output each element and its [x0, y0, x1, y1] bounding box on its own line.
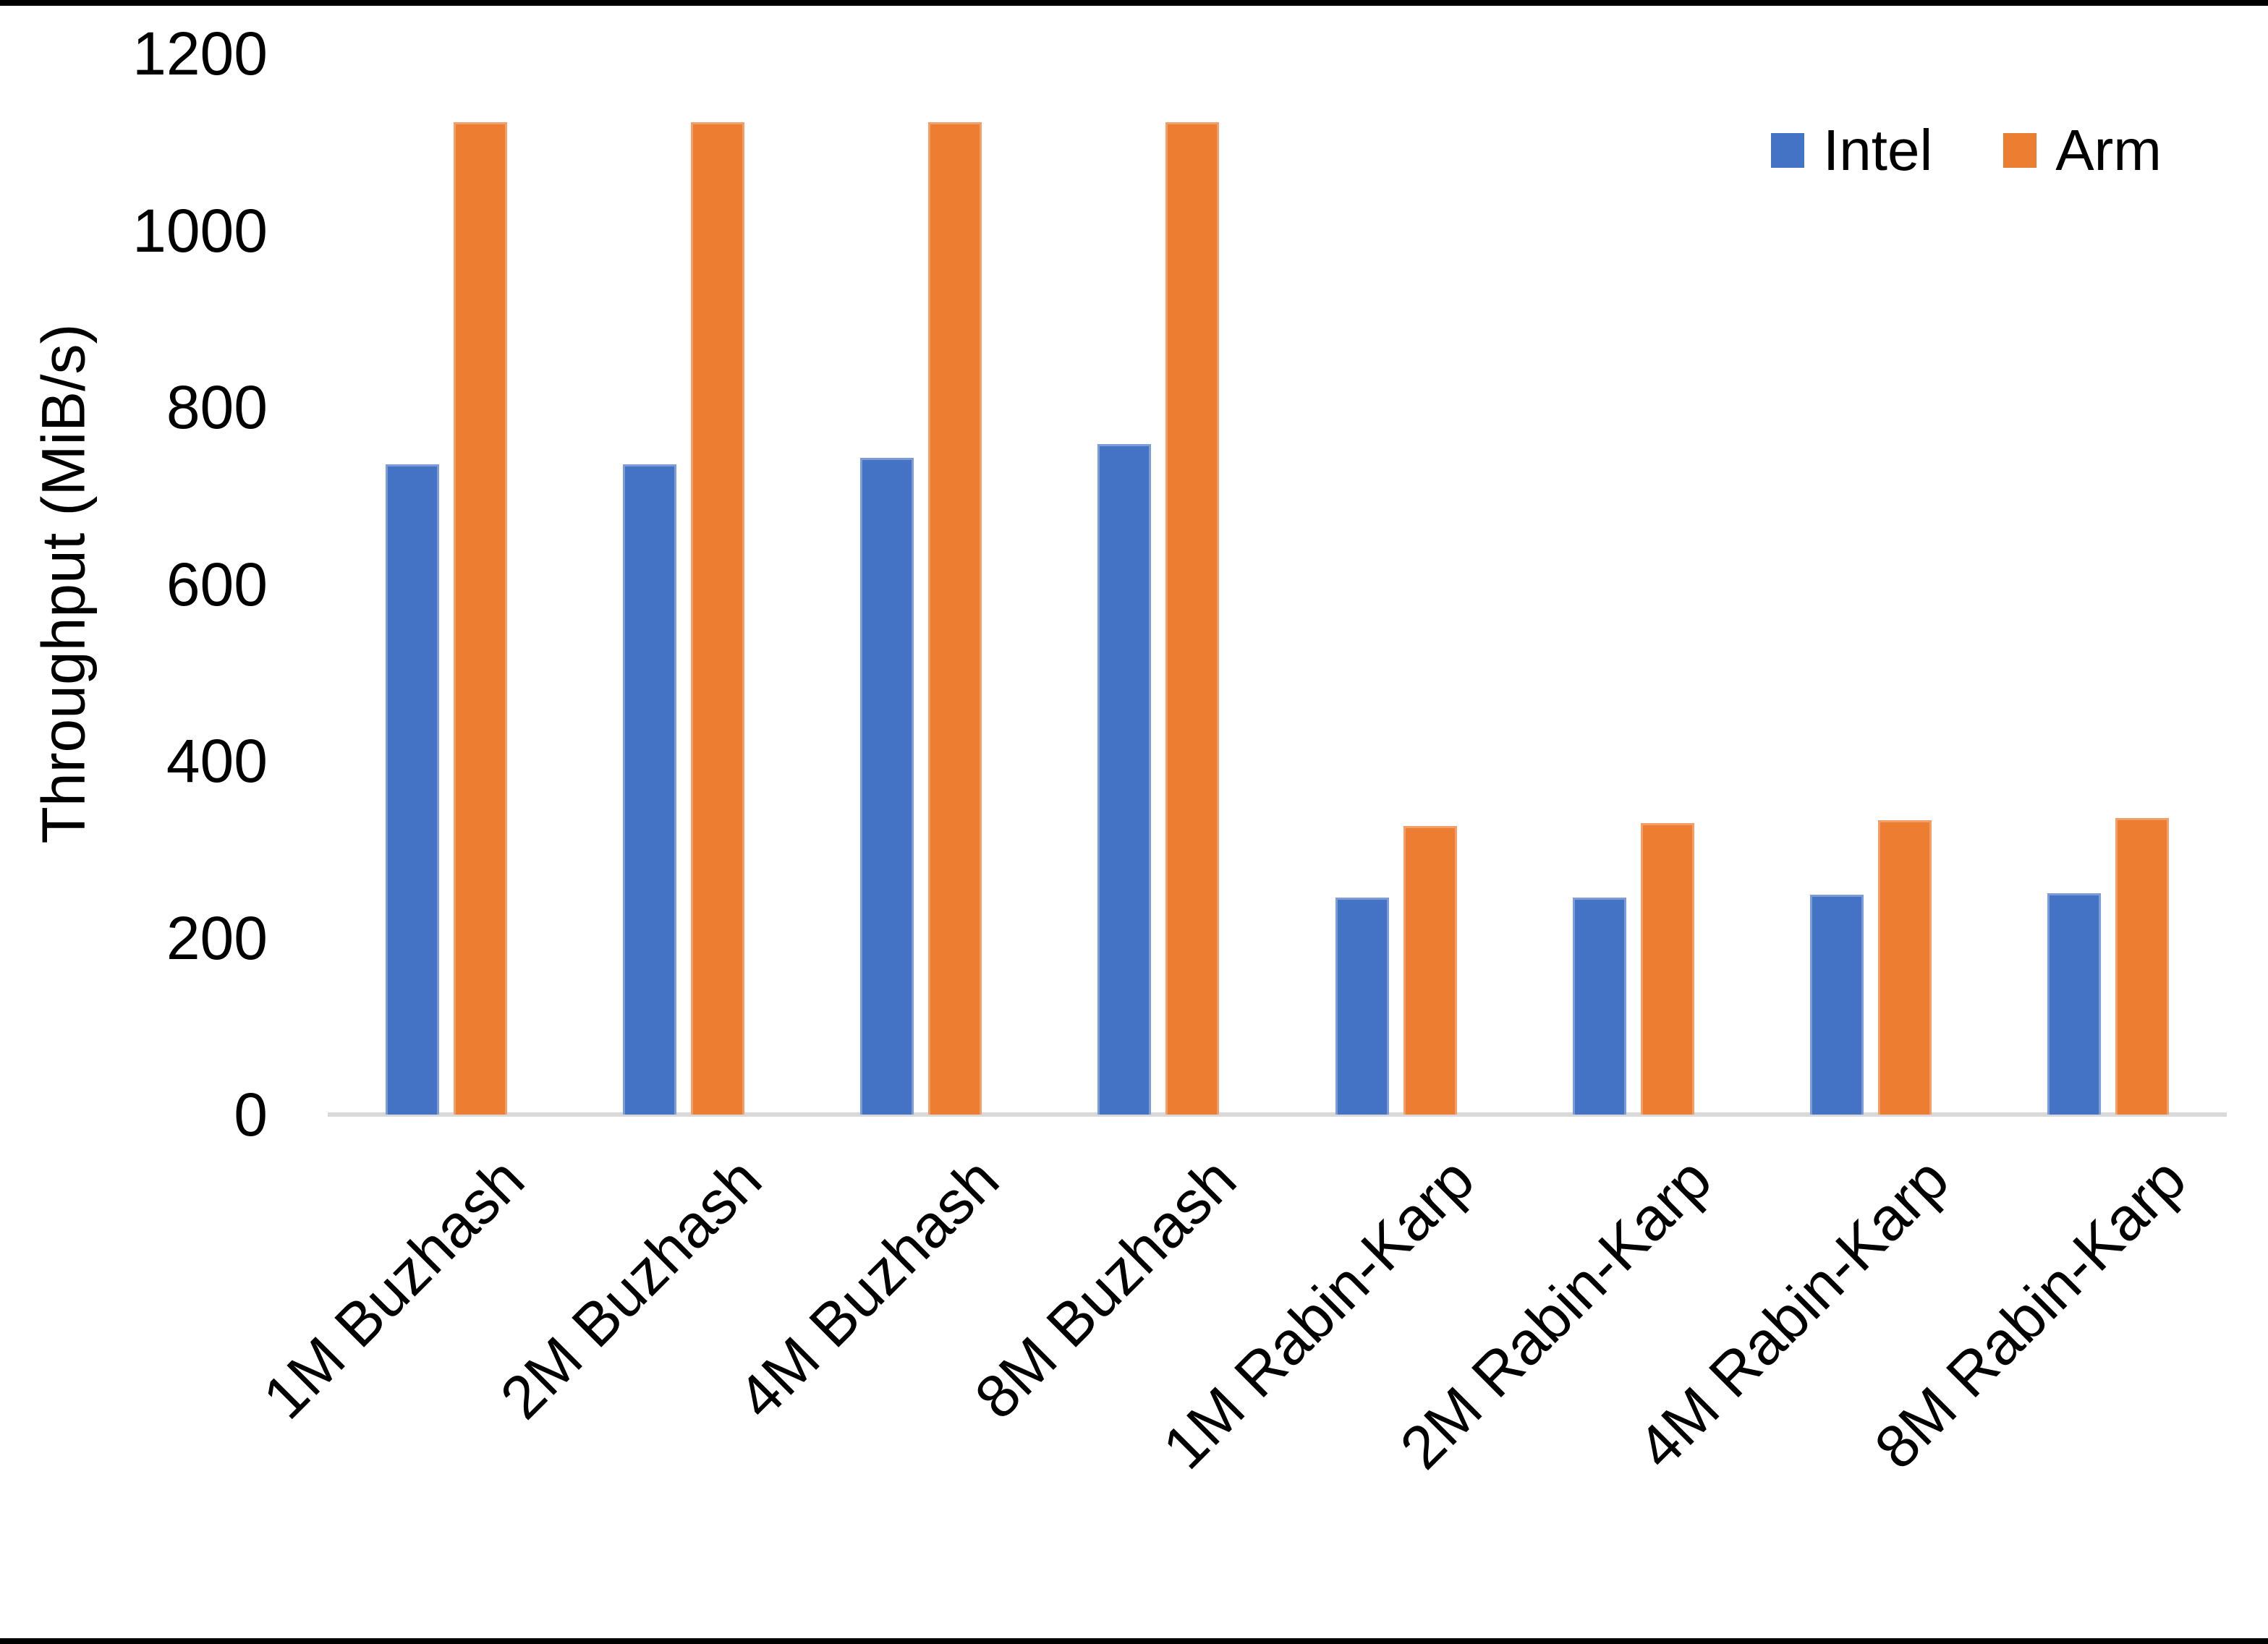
y-tick-label-600: 600 — [166, 550, 268, 618]
bar-arm-4m-rabin-karp — [1877, 819, 1932, 1115]
legend: Intel Arm — [1771, 122, 2162, 179]
legend-swatch-intel — [1771, 133, 1804, 168]
y-tick-label-200: 200 — [166, 903, 268, 972]
bar-arm-4m-buzhash — [928, 122, 982, 1115]
bar-arm-2m-rabin-karp — [1640, 822, 1694, 1115]
y-tick-label-800: 800 — [166, 373, 268, 441]
bar-arm-1m-buzhash — [454, 122, 508, 1115]
legend-swatch-arm — [2003, 133, 2037, 168]
bottom-border-bar — [0, 1638, 2268, 1644]
bar-intel-4m-rabin-karp — [1809, 894, 1864, 1115]
x-axis-line — [328, 1112, 2227, 1117]
y-tick-label-1000: 1000 — [132, 196, 268, 265]
bar-arm-2m-buzhash — [691, 122, 745, 1115]
y-tick-label-400: 400 — [166, 727, 268, 795]
bar-intel-8m-rabin-karp — [2047, 893, 2101, 1115]
bar-arm-8m-rabin-karp — [2115, 818, 2169, 1115]
bar-intel-2m-rabin-karp — [1572, 898, 1626, 1115]
legend-label-intel: Intel — [1823, 118, 1933, 182]
top-border-bar — [0, 0, 2268, 6]
y-tick-label-1200: 1200 — [132, 20, 268, 88]
bar-intel-2m-buzhash — [623, 464, 677, 1115]
bar-intel-8m-buzhash — [1097, 444, 1152, 1115]
bar-intel-1m-buzhash — [386, 464, 440, 1115]
bar-arm-1m-rabin-karp — [1403, 826, 1457, 1115]
bar-arm-8m-buzhash — [1165, 122, 1220, 1115]
bar-intel-1m-rabin-karp — [1335, 898, 1389, 1115]
y-tick-label-0: 0 — [234, 1081, 268, 1149]
legend-label-arm: Arm — [2055, 118, 2162, 182]
bar-intel-4m-buzhash — [860, 457, 914, 1115]
